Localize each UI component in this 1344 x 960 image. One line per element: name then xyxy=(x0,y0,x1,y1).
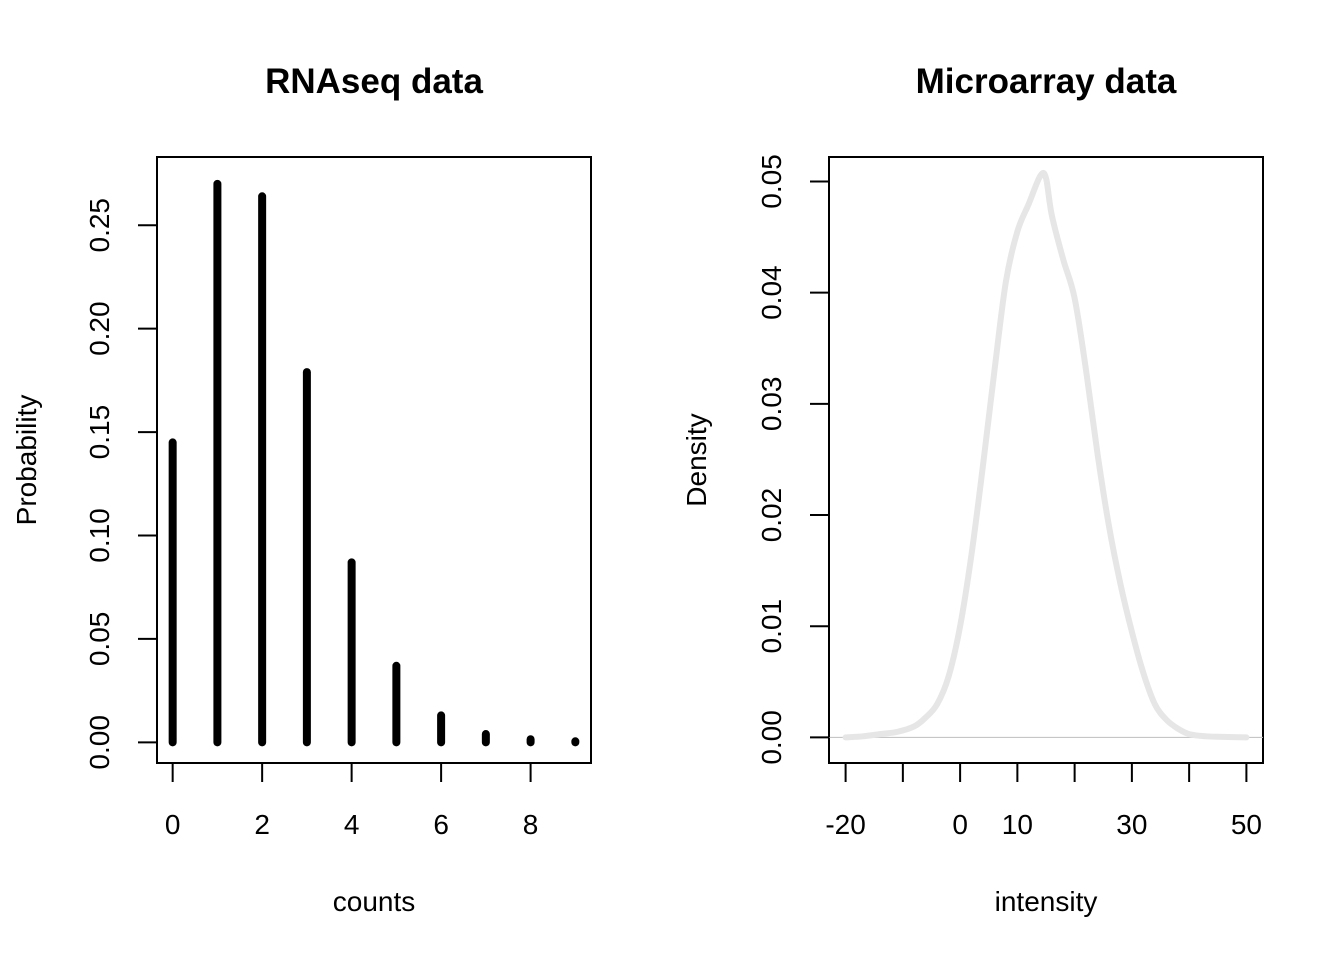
microarray-x-tick-label: -20 xyxy=(825,809,865,840)
microarray-y-tick-label: 0.04 xyxy=(756,265,787,320)
microarray-x-axis: -20 0 10 30 50 xyxy=(825,762,1262,840)
microarray-x-tick-label: 50 xyxy=(1231,809,1262,840)
rnaseq-x-axis: 0 2 4 6 8 xyxy=(165,762,539,840)
rnaseq-x-tick-label: 0 xyxy=(165,809,181,840)
rnaseq-x-tick-label: 6 xyxy=(433,809,449,840)
microarray-title: Microarray data xyxy=(916,62,1177,101)
microarray-y-tick-label: 0.02 xyxy=(756,488,787,543)
microarray-y-label: Density xyxy=(681,413,712,506)
microarray-plot-frame xyxy=(828,156,1264,764)
rnaseq-x-tick-label: 4 xyxy=(344,809,360,840)
microarray-x-label: intensity xyxy=(995,886,1098,917)
rnaseq-x-label: counts xyxy=(333,886,416,917)
rnaseq-title: RNAseq data xyxy=(265,62,483,101)
microarray-y-axis: 0.00 0.01 0.02 0.03 0.04 0.05 xyxy=(756,154,830,765)
microarray-y-tick-label: 0.00 xyxy=(756,710,787,765)
rnaseq-y-tick-label: 0.20 xyxy=(84,301,115,356)
rnaseq-y-tick-label: 0.10 xyxy=(84,508,115,563)
rnaseq-y-axis: 0.00 0.05 0.10 0.15 0.20 0.25 xyxy=(84,198,158,770)
rnaseq-y-label: Probability xyxy=(11,395,42,526)
rnaseq-y-tick-label: 0.25 xyxy=(84,198,115,253)
rnaseq-y-tick-label: 0.05 xyxy=(84,612,115,667)
microarray-density xyxy=(829,169,1263,741)
microarray-y-tick-label: 0.01 xyxy=(756,599,787,654)
rnaseq-y-tick-label: 0.15 xyxy=(84,405,115,460)
rnaseq-x-tick-label: 2 xyxy=(254,809,270,840)
microarray-y-tick-label: 0.03 xyxy=(756,377,787,432)
rnaseq-x-tick-label: 8 xyxy=(523,809,539,840)
rnaseq-panel: RNAseq data counts Probability 0 2 4 6 8 0.0… xyxy=(11,62,592,917)
rnaseq-plot-frame xyxy=(156,156,592,764)
microarray-x-tick-label: 10 xyxy=(1002,809,1033,840)
rnaseq-bars xyxy=(168,179,580,747)
microarray-x-tick-label: 30 xyxy=(1116,809,1147,840)
microarray-density-line xyxy=(842,169,1250,741)
microarray-y-tick-label: 0.05 xyxy=(756,154,787,209)
microarray-panel: Microarray data intensity Density -20 0 10… xyxy=(681,62,1264,917)
microarray-x-tick-label: 0 xyxy=(952,809,968,840)
rnaseq-y-tick-label: 0.00 xyxy=(84,715,115,770)
